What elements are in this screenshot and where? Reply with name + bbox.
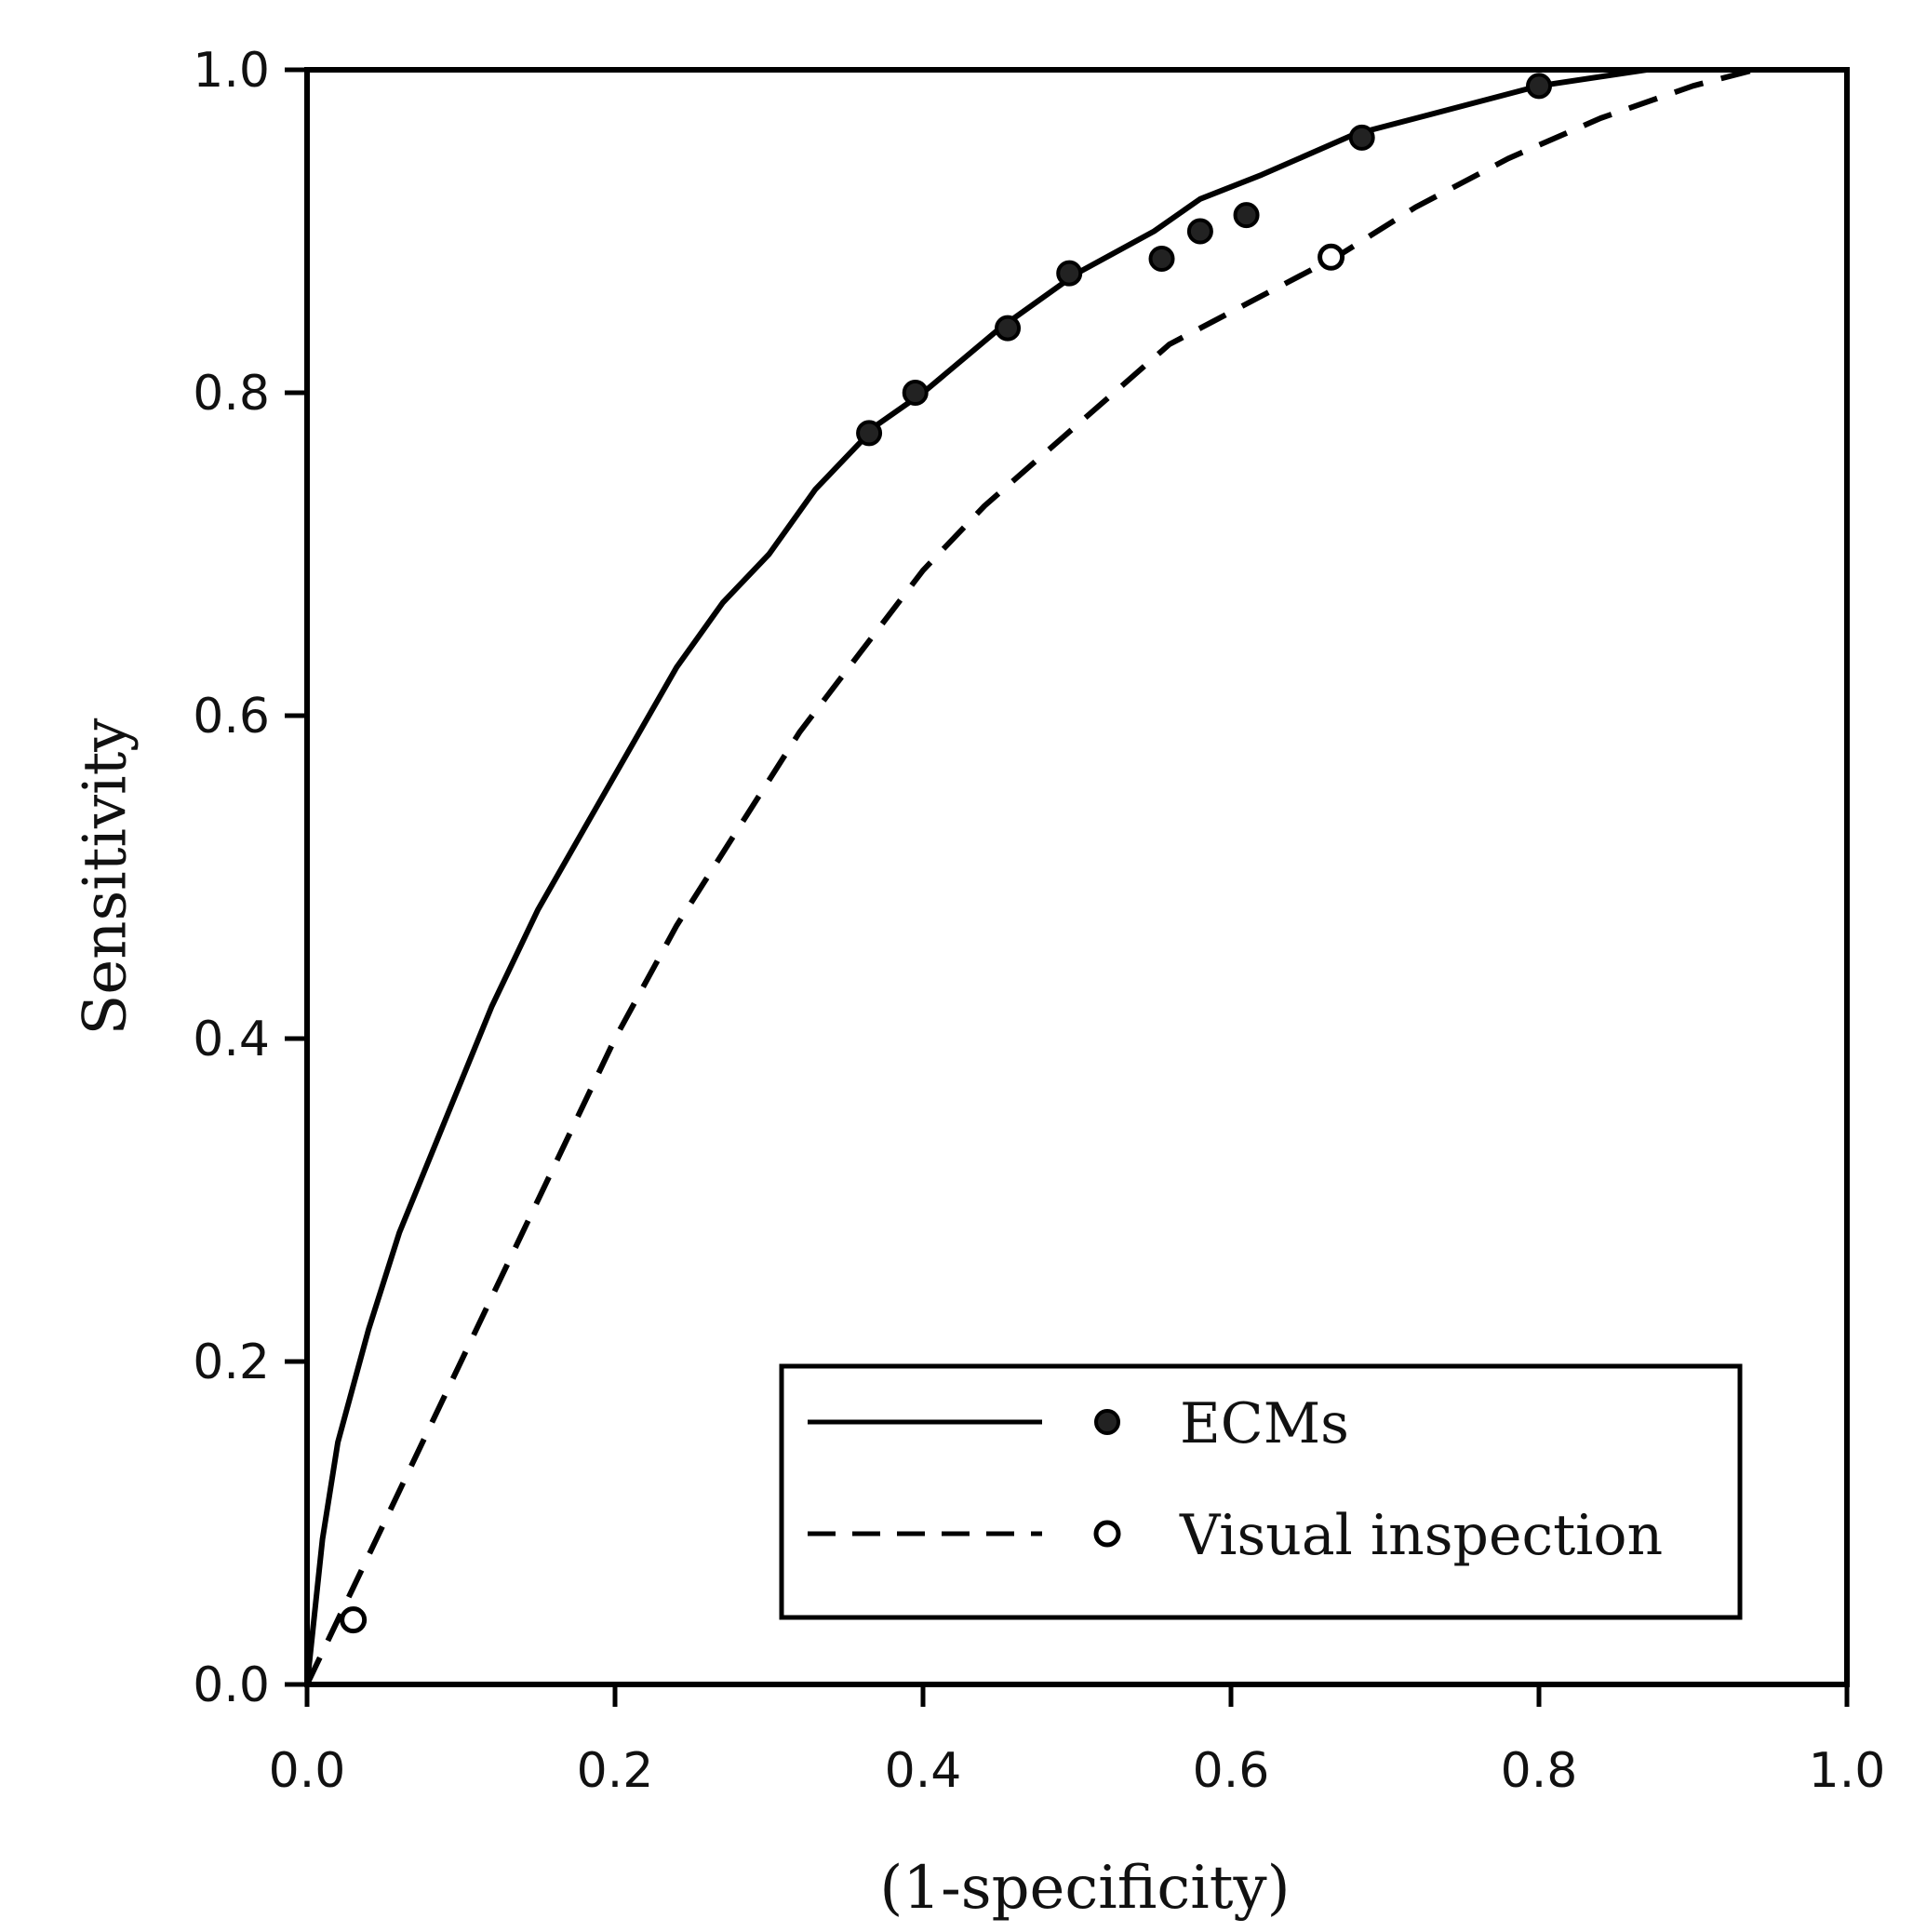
x-tick-label-1.0: 1.0 <box>1809 1743 1886 1799</box>
y-tick-label-0.8: 0.8 <box>193 366 270 422</box>
y-tick-label-0.2: 0.2 <box>193 1335 270 1390</box>
data-point-visual-inspection-1 <box>1318 243 1345 271</box>
y-tick-label-0.6: 0.6 <box>193 689 270 745</box>
data-point-visual-inspection-0 <box>340 1606 368 1634</box>
legend-label-ecms: ECMs <box>1180 1391 1349 1456</box>
data-point-ecms-6 <box>1233 202 1260 229</box>
y-tick-label-1.0: 1.0 <box>193 43 270 99</box>
y-tick-label-0.0: 0.0 <box>193 1657 270 1713</box>
y-axis-title: Sensitivity <box>72 718 140 1036</box>
axes-layer: 0.0 0.2 0.4 0.6 0.8 1.0 0.0 0.2 0.4 0.6 0.8 1.0 <box>193 43 1885 1799</box>
plot-frame <box>304 67 1850 1687</box>
x-tick-label-0.8: 0.8 <box>1501 1743 1578 1799</box>
x-axis-title: (1-specificity) <box>879 1854 1290 1923</box>
series-line-visual-inspection <box>304 67 1847 1686</box>
data-point-ecms-2 <box>995 315 1022 342</box>
x-tick-label-0.2: 0.2 <box>577 1743 654 1799</box>
x-tick-label-0.0: 0.0 <box>269 1743 346 1799</box>
data-point-ecms-4 <box>1148 245 1175 272</box>
legend-box <box>779 1363 1743 1620</box>
data-point-ecms-1 <box>902 380 929 406</box>
y-tick-label-0.4: 0.4 <box>193 1012 270 1067</box>
x-tick-label-0.4: 0.4 <box>885 1743 962 1799</box>
data-point-ecms-8 <box>1526 73 1552 100</box>
legend: ECMs Visual inspection <box>779 1363 1743 1620</box>
data-point-ecms-7 <box>1348 124 1375 151</box>
data-point-ecms-0 <box>856 420 883 447</box>
legend-marker-visual-inspection <box>1093 1520 1121 1548</box>
legend-marker-ecms <box>1094 1409 1120 1435</box>
data-point-ecms-5 <box>1186 218 1213 245</box>
x-tick-label-0.6: 0.6 <box>1193 1743 1270 1799</box>
data-point-ecms-3 <box>1056 260 1083 287</box>
legend-label-visual-inspection: Visual inspection <box>1179 1503 1663 1568</box>
curves-layer <box>304 67 1847 1686</box>
markers-layer <box>340 73 1552 1634</box>
series-line-ecms <box>304 67 1847 1685</box>
